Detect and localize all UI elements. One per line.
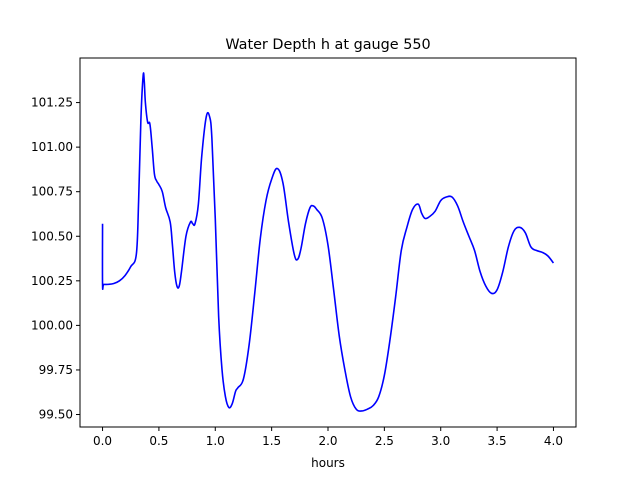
y-tick-label: 100.75 <box>31 185 73 199</box>
x-tick-label: 3.5 <box>488 434 507 448</box>
y-tick-label: 100.00 <box>31 318 73 332</box>
series-layer <box>101 72 555 412</box>
x-axis-label: hours <box>311 456 345 470</box>
axis-ticks: 0.0 0.5 1.0 1.5 2.0 2.5 3.0 3.5 4.0 99.50 99.75 100… <box>31 96 563 448</box>
y-tick-label: 101.00 <box>31 140 73 154</box>
y-tick-label: 101.25 <box>31 96 73 110</box>
x-tick-label: 1.0 <box>206 434 225 448</box>
x-tick-label: 0.5 <box>149 434 168 448</box>
plot-frame <box>79 57 577 428</box>
x-tick-label: 0.0 <box>93 434 112 448</box>
x-tick-label: 2.0 <box>318 434 337 448</box>
y-tick-label: 100.25 <box>31 274 73 288</box>
y-tick-label: 100.50 <box>31 229 73 243</box>
x-tick-label: 4.0 <box>544 434 563 448</box>
x-tick-label: 3.0 <box>431 434 450 448</box>
chart-title: Water Depth h at gauge 550 <box>225 37 430 53</box>
y-tick-label: 99.75 <box>39 363 73 377</box>
y-tick-label: 99.50 <box>39 408 73 422</box>
series-line-0 <box>101 72 555 412</box>
x-tick-label: 2.5 <box>375 434 394 448</box>
x-tick-label: 1.5 <box>262 434 281 448</box>
